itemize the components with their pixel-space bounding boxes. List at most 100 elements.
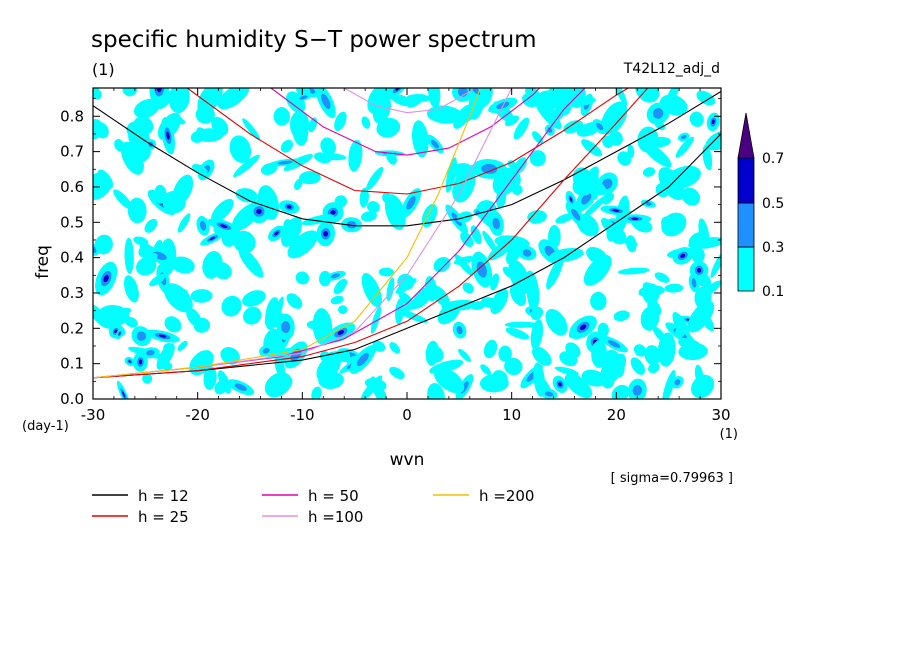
contour-blob-level2 [200, 220, 207, 231]
contour-blob-level1 [681, 187, 701, 206]
x-tick-label: -20 [185, 406, 210, 424]
contour-blob-level2 [581, 192, 592, 205]
contour-blob-level1 [545, 308, 568, 336]
contour-blob-level1 [238, 247, 264, 278]
contour-blob-level3 [103, 274, 109, 283]
contour-blob-level3 [558, 382, 562, 387]
contour-blob-level1 [113, 189, 133, 210]
contour-blob-level1 [337, 305, 348, 315]
colorbar-level-label: 0.5 [762, 196, 784, 212]
contour-blob-level1 [652, 326, 668, 344]
contour-blob-level1 [294, 178, 303, 190]
contour-blob-level1 [421, 203, 438, 228]
contour-blob-level1 [133, 99, 160, 119]
contour-blob-level3 [323, 231, 329, 237]
contour-blob-level2 [277, 160, 293, 165]
y-tick-label: 0.5 [60, 213, 84, 231]
contour-blob-level3 [122, 391, 126, 398]
contour-blob-level1 [696, 90, 716, 106]
contour-blob-level1 [453, 256, 476, 265]
y-tick-label: 0.0 [60, 390, 84, 408]
contour-blob-level1 [144, 218, 158, 233]
contour-blob-level1 [333, 278, 348, 295]
contour-blob-level1 [431, 285, 450, 307]
contour-blob-level1 [581, 369, 607, 387]
contour-blob-level1 [529, 150, 546, 167]
contour-blob-level1 [447, 163, 471, 177]
x-tick-label: 20 [607, 406, 626, 424]
y-tick-label: 0.1 [60, 355, 84, 373]
contour-blob-level1 [644, 345, 661, 366]
x-tick-label: -10 [290, 406, 315, 424]
contour-blob-level1 [149, 273, 166, 287]
contour-blob-level1 [243, 306, 262, 325]
contour-blob-level3 [697, 267, 702, 273]
contour-blob-level1 [361, 116, 371, 129]
contour-blob-level1 [642, 283, 660, 304]
contour-blob-level1 [505, 327, 530, 340]
colorbar-level-label: 0.3 [762, 240, 784, 256]
contour-blob-level1 [211, 198, 234, 223]
contour-blob-level1 [170, 289, 188, 304]
contour-blob-level2 [346, 220, 357, 229]
contour-blob-level1 [133, 236, 149, 246]
contour-blob-level2 [544, 391, 554, 397]
contour-blob-level1 [674, 323, 688, 339]
y-tick-label: 0.6 [60, 178, 84, 196]
contour-blob-level1 [490, 273, 500, 291]
contour-blob-level1 [114, 139, 125, 152]
contour-blob-level1 [233, 230, 256, 254]
contour-blob-level1 [412, 286, 433, 309]
colorbar: 0.1 0.3 0.5 0.7 [737, 112, 784, 300]
contour-blob-level1 [633, 344, 647, 357]
contour-blob-level1 [129, 141, 151, 163]
contour-blob-level1 [93, 88, 102, 100]
contour-blob-level2 [674, 379, 681, 386]
contour-blob-level1 [233, 154, 260, 178]
contour-blob-level2 [602, 178, 613, 189]
contour-blob-level1 [318, 371, 344, 389]
contour-blob-level1 [287, 230, 318, 259]
contour-blob-level1 [570, 96, 596, 106]
legend-label: h =200 [479, 487, 534, 505]
contour-blob-level2 [607, 340, 621, 348]
contour-blob-level1 [378, 267, 395, 277]
contour-blob-level1 [229, 135, 252, 163]
contour-blob-level2 [571, 208, 581, 221]
contour-blob-level1 [286, 293, 303, 309]
contour-blob-level1 [698, 280, 721, 299]
dispersion-curve-kelvin-h100 [93, 88, 513, 379]
contour-blob-level1 [635, 88, 660, 103]
contour-blob-level1 [242, 118, 261, 141]
contour-blob-level1 [265, 297, 280, 330]
contour-blob-level1 [336, 348, 351, 363]
contour-blob-level1 [390, 94, 414, 107]
contour-blob-level1 [370, 376, 388, 399]
contour-blob-level1 [688, 237, 721, 249]
contour-blob-level1 [97, 169, 114, 189]
x-tick-label: 0 [402, 406, 412, 424]
contour-blob-level1 [462, 282, 474, 294]
sigma-label: [ sigma=0.79963 ] [611, 471, 733, 486]
y-tick-label: 0.2 [60, 319, 84, 337]
contour-blob-level1 [361, 272, 382, 308]
contour-blob-level1 [397, 309, 428, 323]
contour-blob-level1 [170, 115, 186, 125]
contour-blob-level1 [511, 184, 523, 196]
contour-blob-level3 [711, 119, 715, 125]
contour-blob-level1 [242, 290, 266, 307]
contour-blob-level1 [314, 152, 332, 164]
contour-blob-level1 [548, 225, 561, 249]
legend-label: h =100 [308, 508, 363, 526]
colorbar-segment [737, 157, 755, 204]
contour-blob-level1 [642, 167, 656, 177]
contour-blob-level1 [280, 139, 294, 153]
dispersion-curve-symmetric-h12 [93, 91, 721, 227]
contour-blob-level1 [447, 373, 458, 390]
contour-blob-level1 [581, 193, 609, 220]
contour-blob-level1 [366, 166, 384, 191]
contour-blob-level3 [114, 329, 118, 334]
contour-blob-level1 [689, 111, 704, 127]
contour-blob-level1 [292, 115, 309, 146]
